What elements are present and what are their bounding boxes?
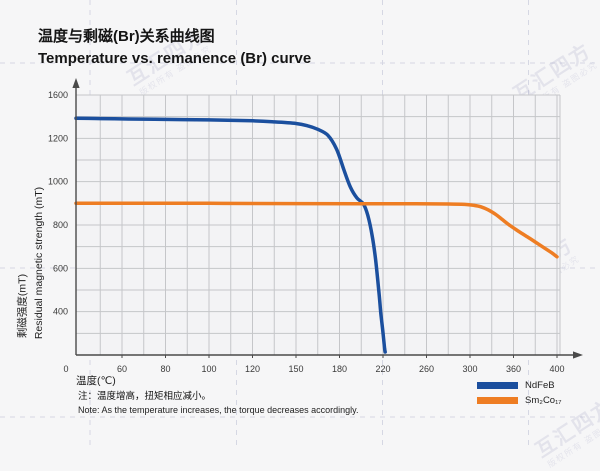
legend-swatch-ndfeb <box>477 381 518 390</box>
tick-labels: 60 80 100 120 150 180 220 260 300 360 400 0 1600 1200… <box>48 90 565 374</box>
note-block: 注：温度增高，扭矩相应减小。 Note: As the temperature … <box>78 391 359 416</box>
curve-smco <box>74 201 559 259</box>
note-en: Note: As the temperature increases, the … <box>78 404 359 415</box>
curve-ndfeb <box>74 116 387 354</box>
legend-item-ndfeb: NdFeB <box>477 380 562 391</box>
y-tick-label: 400 <box>53 307 68 317</box>
legend-label-ndfeb: NdFeB <box>525 380 555 391</box>
x-tick-label: 300 <box>462 364 477 374</box>
origin-tick-label: 0 <box>63 364 68 374</box>
x-tick-label: 260 <box>419 364 434 374</box>
line-chart: 60 80 100 120 150 180 220 260 300 360 400 0 1600 1200… <box>48 78 583 374</box>
y-tick-label: 600 <box>53 263 68 273</box>
legend: NdFeB Sm₂Co₁₇ <box>477 380 562 410</box>
x-tick-label: 80 <box>160 364 170 374</box>
axes <box>72 78 583 359</box>
note-zh: 注：温度增高，扭矩相应减小。 <box>78 391 212 402</box>
legend-item-sm2co17: Sm₂Co₁₇ <box>477 395 562 406</box>
x-tick-label: 400 <box>549 364 564 374</box>
y-tick-label: 1000 <box>48 177 68 187</box>
x-tick-label: 120 <box>245 364 260 374</box>
x-tick-label: 100 <box>201 364 216 374</box>
grid <box>76 94 561 356</box>
x-axis-label: 温度(℃) <box>76 375 116 387</box>
y-tick-label: 1600 <box>48 90 68 100</box>
x-axis-arrow-icon <box>573 351 583 359</box>
y-axis-arrow-icon <box>72 78 80 88</box>
x-tick-label: 150 <box>288 364 303 374</box>
page-title-en: Temperature vs. remanence (Br) curve <box>38 50 312 67</box>
x-tick-label: 180 <box>332 364 347 374</box>
x-tick-label: 60 <box>117 364 127 374</box>
x-tick-label: 220 <box>375 364 390 374</box>
legend-swatch-sm2co17 <box>477 396 518 405</box>
title-block: 温度与剩磁(Br)关系曲线图 Temperature vs. remanence… <box>38 26 311 70</box>
x-tick-label: 360 <box>506 364 521 374</box>
page-title-zh: 温度与剩磁(Br)关系曲线图 <box>38 28 215 45</box>
legend-label-sm2co17: Sm₂Co₁₇ <box>525 395 562 406</box>
y-tick-label: 1200 <box>48 133 68 143</box>
y-tick-label: 800 <box>53 220 68 230</box>
